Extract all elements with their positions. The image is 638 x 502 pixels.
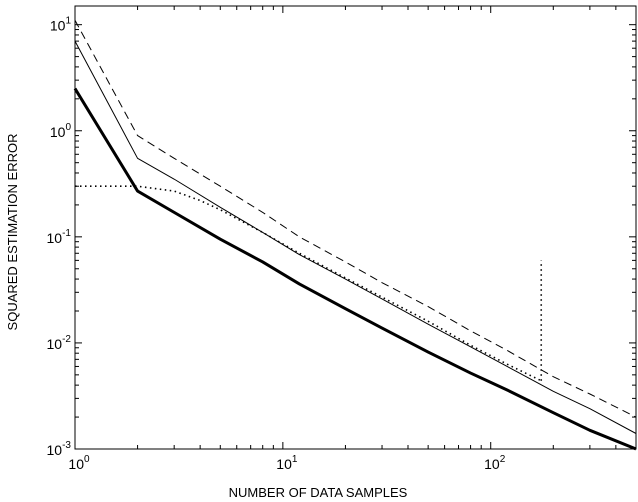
y-tick-exponent: 1 <box>65 16 71 27</box>
x-tick-labels: 100 101 102 <box>68 454 505 472</box>
x-tick-exponent: 1 <box>292 454 298 465</box>
x-tick-base: 10 <box>484 456 500 472</box>
x-tick-base: 10 <box>276 456 292 472</box>
tick-marks <box>74 6 637 450</box>
x-tick-exponent: 2 <box>500 454 506 465</box>
y-tick-label: 10-3 <box>47 440 72 458</box>
plot-area <box>74 5 637 450</box>
series-line-dotted <box>75 185 542 382</box>
y-tick-base: 10 <box>50 124 66 140</box>
y-tick-label: 101 <box>50 16 72 34</box>
y-tick-exponent: -2 <box>62 334 71 345</box>
y-tick-label: 100 <box>50 122 72 140</box>
y-tick-exponent: -3 <box>62 440 71 451</box>
series-line-thin-solid <box>74 40 637 434</box>
series-line-dashed <box>74 20 637 418</box>
x-tick-label: 101 <box>276 454 298 472</box>
y-tick-exponent: 0 <box>65 122 71 133</box>
x-tick-label: 100 <box>68 454 90 472</box>
series-line-thick-solid <box>73 87 637 451</box>
y-axis-label: SQUARED ESTIMATION ERROR <box>5 134 20 331</box>
y-tick-label: 10-2 <box>47 334 72 352</box>
plot-frame <box>74 5 637 450</box>
x-tick-label: 102 <box>484 454 506 472</box>
y-tick-base: 10 <box>47 336 63 352</box>
x-tick-exponent: 0 <box>84 454 90 465</box>
y-tick-exponent: -1 <box>62 228 71 239</box>
y-tick-label: 10-1 <box>47 228 72 246</box>
y-tick-base: 10 <box>47 230 63 246</box>
y-tick-base: 10 <box>47 442 63 458</box>
series-layer <box>73 20 637 451</box>
y-tick-base: 10 <box>50 18 66 34</box>
x-axis-label: NUMBER OF DATA SAMPLES <box>229 485 408 500</box>
x-tick-base: 10 <box>68 456 84 472</box>
